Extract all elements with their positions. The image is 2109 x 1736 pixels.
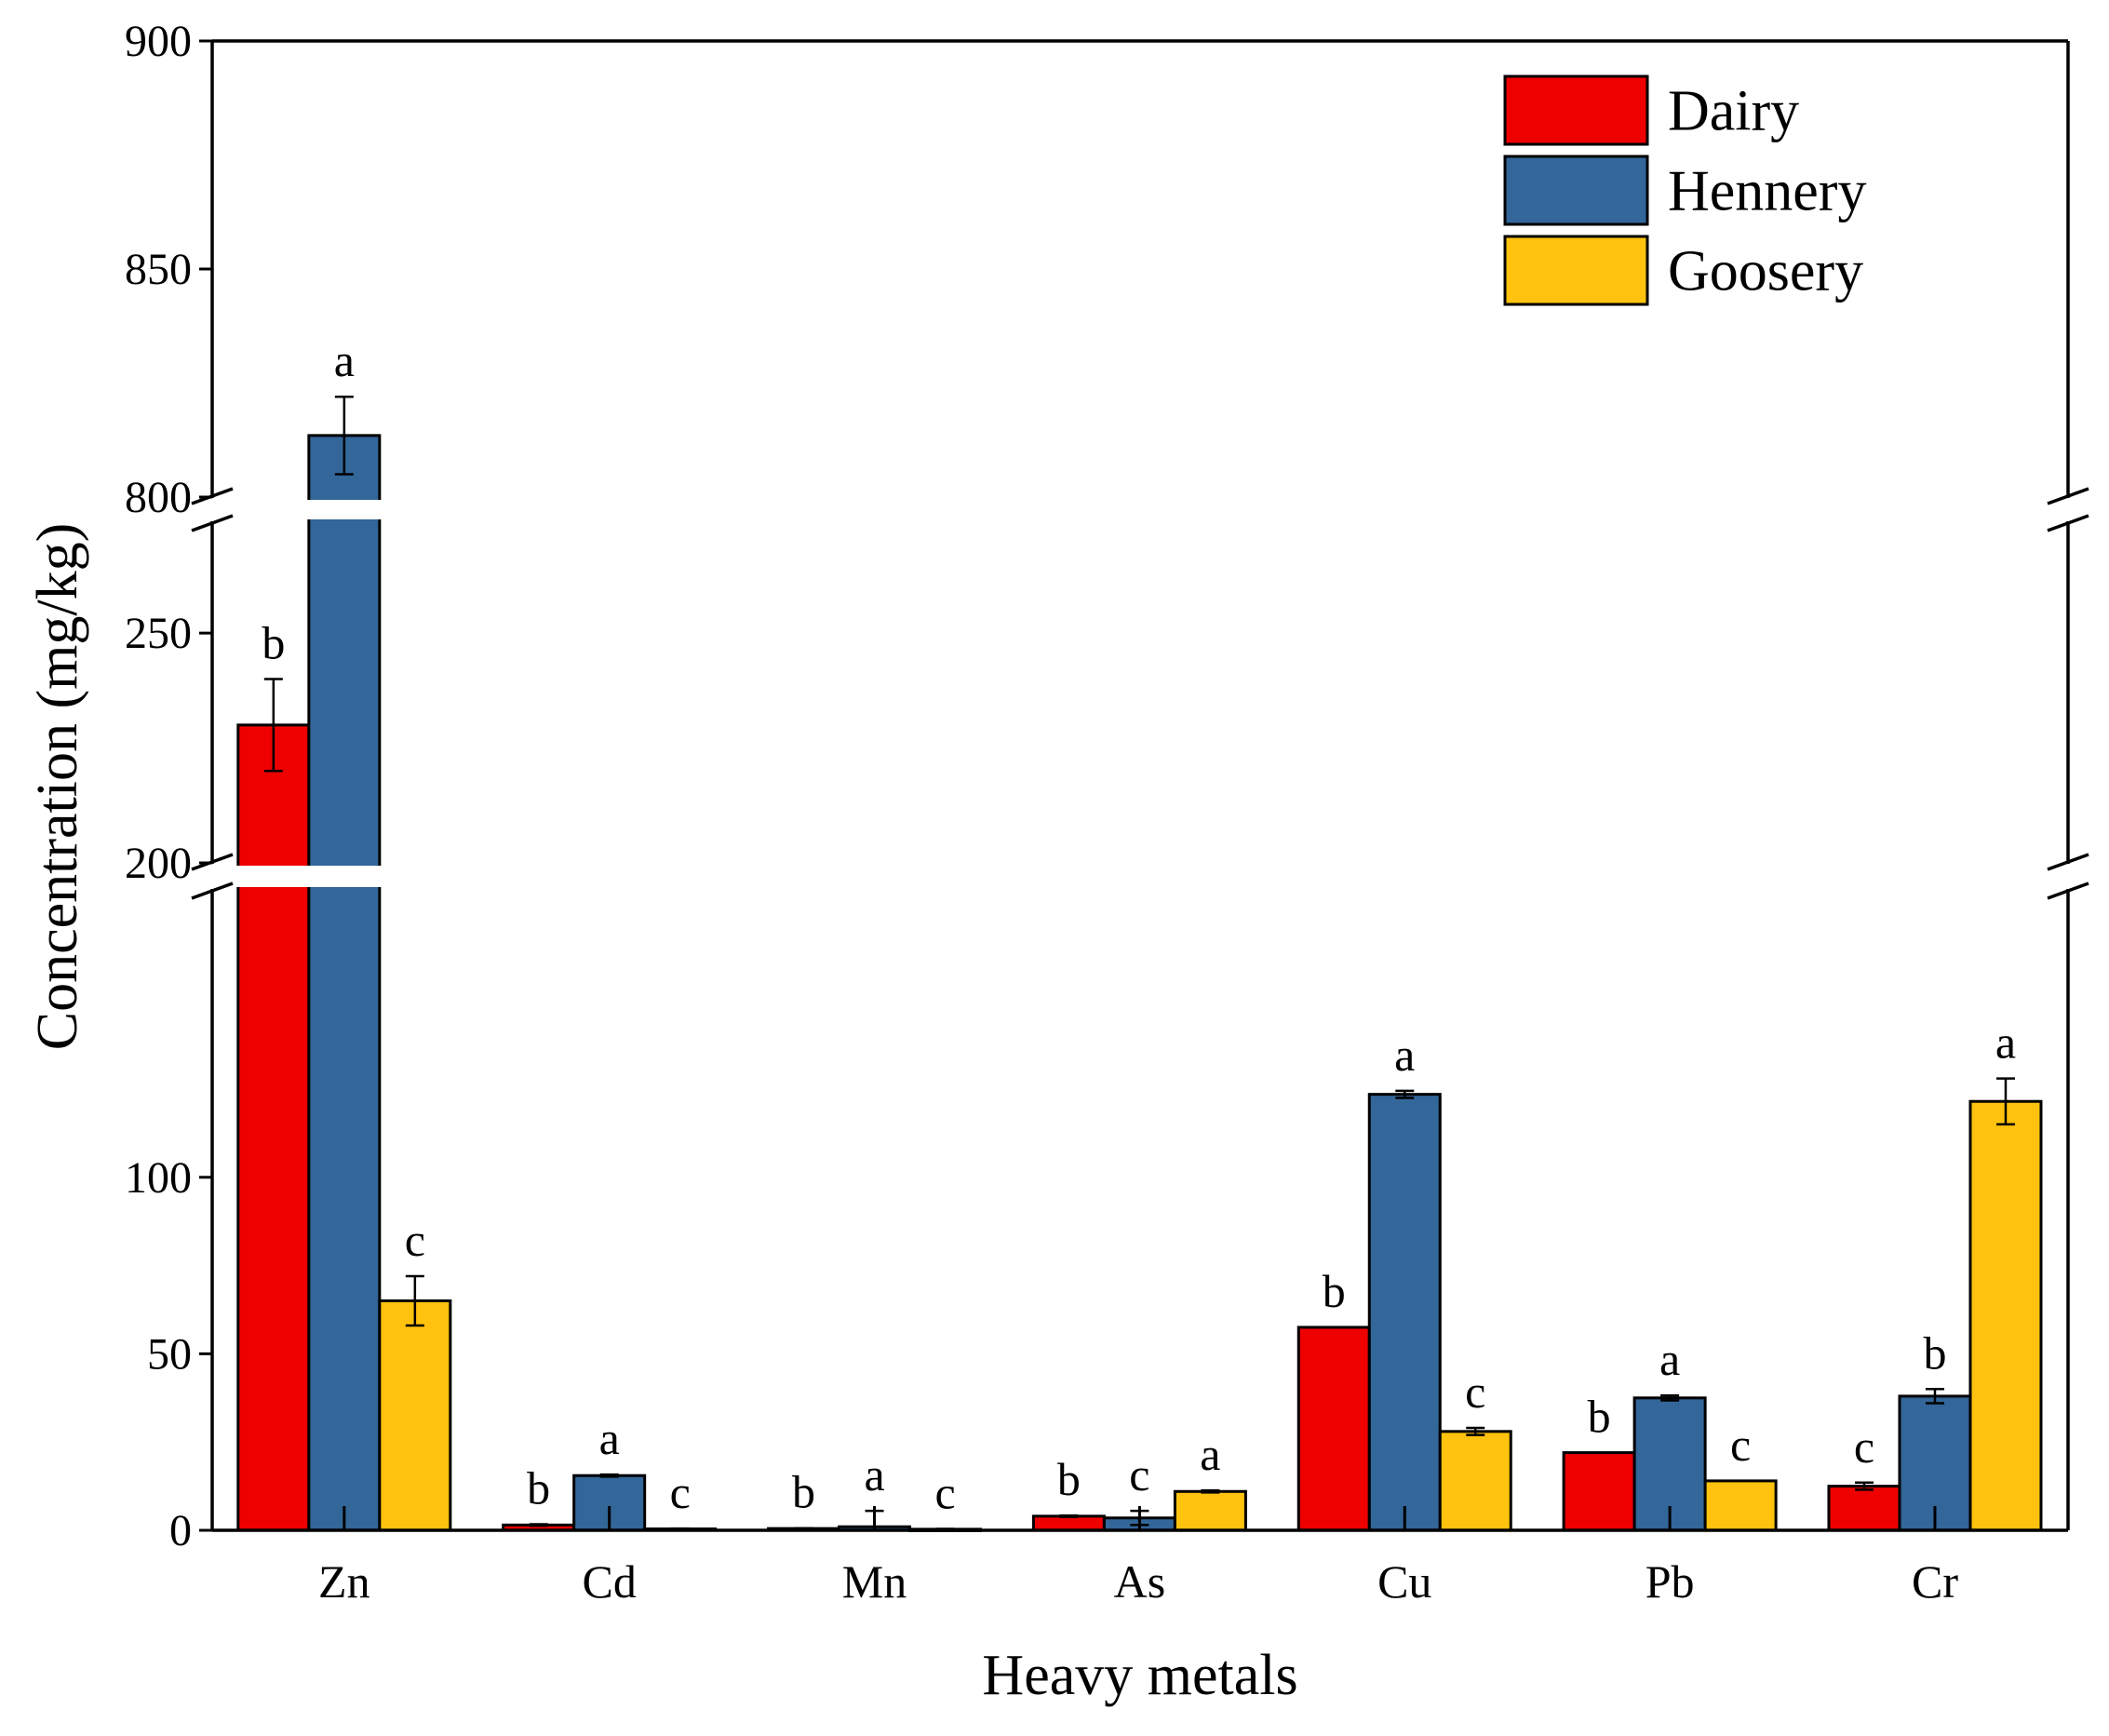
- y-tick-label-100: 100: [125, 1153, 192, 1203]
- sig-letter-dairy-cd: b: [527, 1462, 550, 1514]
- x-tick-label-cd: Cd: [583, 1555, 637, 1608]
- sig-letter-dairy-as: b: [1057, 1453, 1081, 1505]
- axis-break-mark: [191, 487, 234, 505]
- error-bar-dairy-zn: [263, 678, 283, 773]
- x-axis-title: Heavy metals: [982, 1644, 1297, 1707]
- x-tick-label-as: As: [1114, 1555, 1166, 1608]
- bar-goosery-zn: [378, 1299, 452, 1532]
- x-tick-label-cr: Cr: [1912, 1555, 1958, 1608]
- bar-dairy-zn: [236, 723, 311, 1532]
- bar-goosery-pb: [1703, 1479, 1778, 1532]
- bar-goosery-as: [1173, 1489, 1247, 1532]
- sig-letter-goosery-as: a: [1200, 1428, 1220, 1480]
- bar-hennery-zn: [307, 434, 382, 1532]
- error-bar-goosery-cr: [1995, 1077, 2015, 1126]
- sig-letter-dairy-zn: b: [262, 617, 285, 669]
- sig-letter-hennery-cu: a: [1394, 1029, 1415, 1081]
- axis-break-mark: [191, 853, 234, 871]
- legend-label-dairy: Dairy: [1668, 80, 1799, 143]
- legend-swatch-hennery: [1503, 155, 1649, 226]
- error-bar-hennery-cd: [599, 1473, 619, 1478]
- legend: Dairy Hennery Goosery: [1503, 74, 1866, 306]
- y-tick-label-900: 900: [125, 17, 192, 66]
- bar-hennery-cu: [1367, 1093, 1442, 1532]
- error-bar-dairy-cr: [1854, 1481, 1874, 1491]
- axis-breaks: [191, 487, 2089, 900]
- error-bar-goosery-as: [1201, 1488, 1220, 1494]
- sig-letter-goosery-zn: c: [405, 1214, 425, 1266]
- sig-letter-dairy-mn: b: [792, 1466, 815, 1518]
- error-bar-goosery-zn: [405, 1274, 424, 1327]
- x-tick-label-mn: Mn: [842, 1555, 907, 1608]
- axis-break-mark: [2047, 487, 2089, 505]
- break-gap-1: [214, 500, 2066, 519]
- y-tick-label-850: 850: [125, 245, 192, 294]
- error-bar-hennery-zn: [334, 395, 354, 476]
- errorbar-layer: [263, 395, 2015, 1532]
- y-tick-label-0: 0: [169, 1506, 192, 1555]
- sig-letter-hennery-as: c: [1129, 1448, 1149, 1500]
- bar-dairy-as: [1031, 1514, 1106, 1532]
- bar-dairy-pb: [1562, 1451, 1636, 1532]
- bar-dairy-cu: [1296, 1326, 1371, 1532]
- bar-goosery-cr: [1968, 1099, 2043, 1532]
- error-bar-hennery-cr: [1925, 1388, 1944, 1405]
- axis-break-mark: [2047, 514, 2089, 532]
- error-bar-hennery-pb: [1660, 1393, 1680, 1402]
- sig-letter-goosery-cr: a: [1995, 1016, 2016, 1069]
- axis-break-mark: [2047, 853, 2089, 871]
- sig-letter-hennery-pb: a: [1659, 1333, 1680, 1385]
- sig-letter-goosery-cu: c: [1465, 1366, 1485, 1418]
- sig-letter-dairy-pb: b: [1588, 1391, 1611, 1443]
- sig-letter-goosery-pb: c: [1730, 1419, 1751, 1471]
- y-tick-label-250: 250: [125, 609, 192, 658]
- y-tick-label-200: 200: [125, 839, 192, 888]
- error-bar-dairy-as: [1059, 1514, 1079, 1518]
- bars-layer: [236, 434, 2043, 1532]
- error-bar-hennery-cu: [1395, 1089, 1415, 1099]
- error-bar-dairy-cd: [529, 1523, 548, 1527]
- legend-swatch-dairy: [1503, 74, 1649, 146]
- axis-break-mark: [191, 881, 234, 900]
- sig-letter-hennery-mn: a: [864, 1448, 884, 1500]
- bar-goosery-cu: [1438, 1430, 1512, 1532]
- axes: Zn Cd Mn As Cu Pb Cr 0 50 100 200 250 800 850 900: [125, 17, 2070, 1608]
- break-gap-2: [214, 866, 2066, 887]
- legend-label-goosery: Goosery: [1668, 240, 1863, 303]
- axis-break-mark: [2047, 881, 2089, 900]
- y-tick-label-50: 50: [147, 1329, 192, 1379]
- error-bar-goosery-cu: [1466, 1426, 1485, 1436]
- bar-dairy-cr: [1827, 1485, 1901, 1532]
- y-tick-label-800: 800: [125, 473, 192, 522]
- x-tick-label-zn: Zn: [318, 1555, 370, 1608]
- legend-swatch-goosery: [1503, 235, 1649, 306]
- sig-letter-dairy-cr: c: [1854, 1420, 1874, 1473]
- sig-letter-goosery-cd: c: [670, 1466, 691, 1518]
- sig-letter-hennery-cr: b: [1923, 1326, 1946, 1379]
- sig-letter-dairy-cu: b: [1323, 1265, 1346, 1317]
- legend-label-hennery: Hennery: [1668, 160, 1866, 223]
- sig-letter-hennery-zn: a: [334, 334, 355, 386]
- sig-letter-hennery-cd: a: [599, 1412, 620, 1464]
- y-axis-title: Concentration (mg/kg): [26, 523, 89, 1050]
- axis-break-mark: [191, 514, 234, 532]
- x-tick-label-cu: Cu: [1377, 1555, 1431, 1608]
- x-tick-label-pb: Pb: [1646, 1555, 1695, 1608]
- sig-letter-goosery-mn: c: [934, 1466, 955, 1518]
